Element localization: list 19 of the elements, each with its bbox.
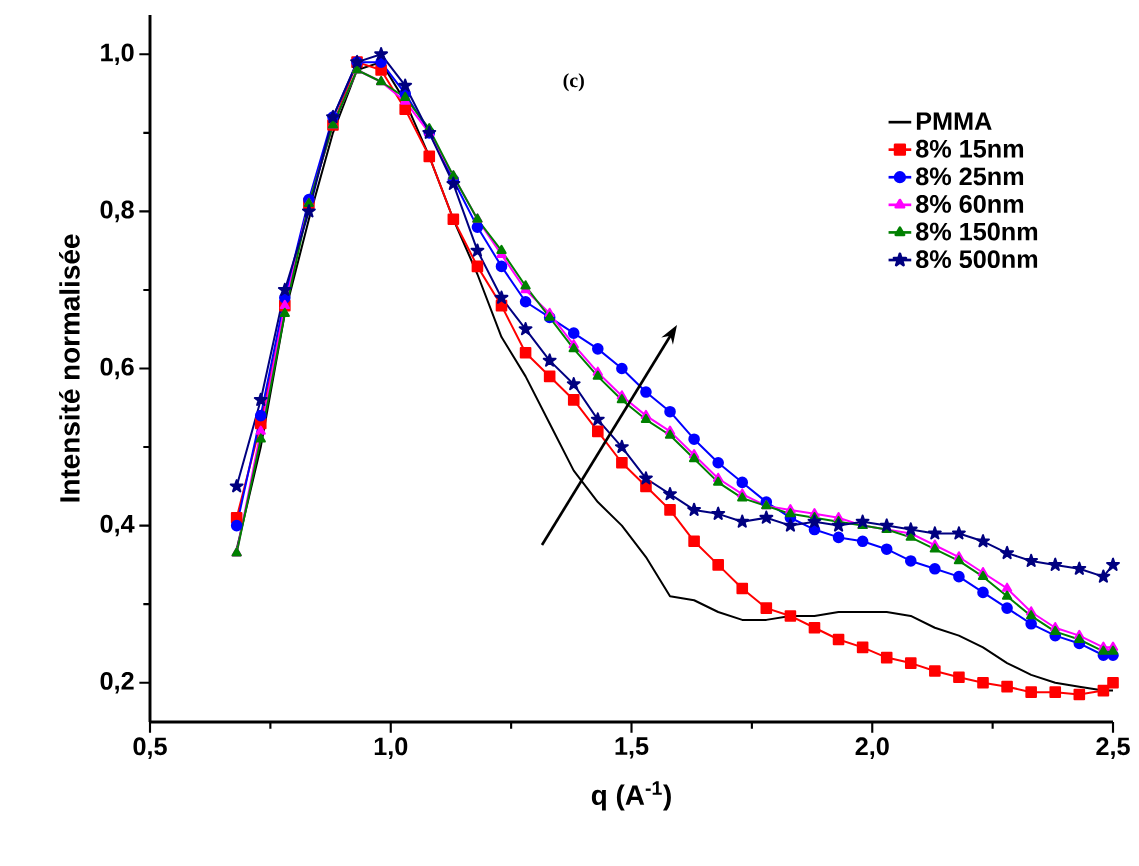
y-tick-label: 0,8 (100, 200, 134, 223)
legend-label: 8% 150nm (916, 222, 1038, 241)
x-tick-label: 2,5 (1096, 737, 1130, 759)
y-tick-label: 0,2 (100, 671, 134, 694)
legend-label: 8% 60nm (916, 195, 1024, 213)
x-tick-label: 1,0 (374, 737, 408, 759)
annotation: (c) (563, 73, 584, 92)
y-tick-label: 0,4 (100, 514, 135, 537)
legend-label: 8% 25nm (916, 167, 1024, 186)
x-tick-label: 0,5 (133, 737, 167, 759)
y-axis-title: Intensité normalisée (59, 234, 80, 502)
y-tick-label: 1,0 (101, 43, 134, 66)
x-axis-title: q (A$^{-1}$) (591, 781, 671, 811)
x-tick-label: 2,0 (855, 737, 889, 759)
legend-label: 8% 15nm (916, 139, 1024, 158)
x-tick-label: 1,5 (615, 737, 649, 759)
legend-label: PMMA (916, 112, 992, 130)
legend-label: 8% 500nm (916, 250, 1038, 269)
y-tick-label: 0,6 (100, 357, 134, 380)
